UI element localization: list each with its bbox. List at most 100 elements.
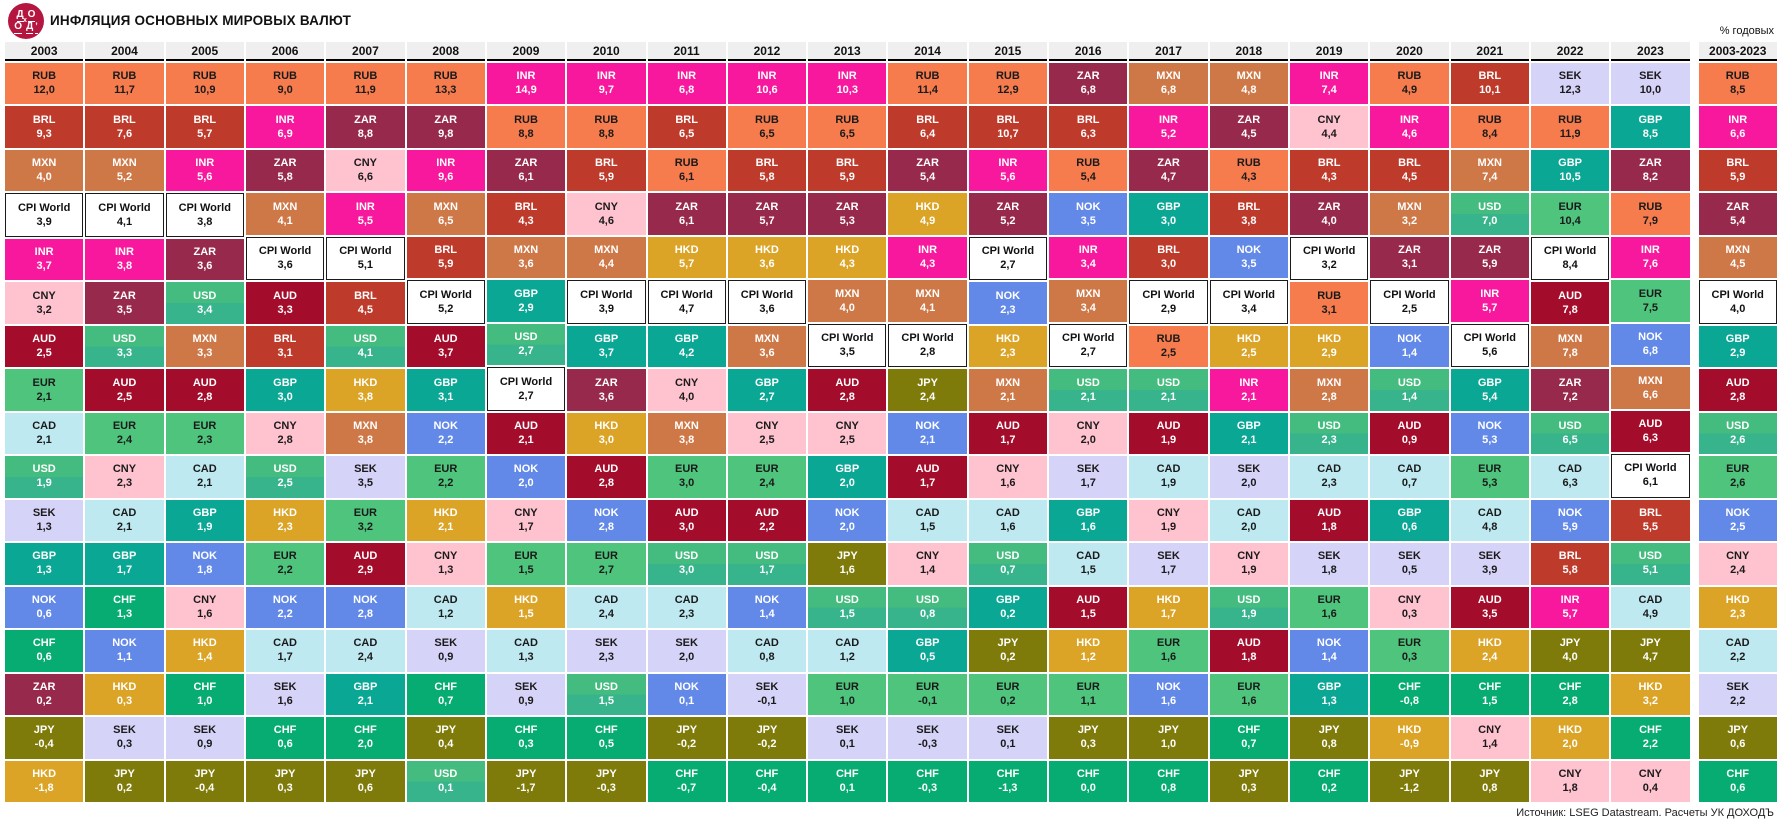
inflation-cell-2006-SEK: SEK 1,6 (245, 673, 325, 716)
currency-code: BRL (595, 157, 618, 170)
inflation-cell-2021-BRL: BRL 10,1 (1450, 63, 1529, 105)
currency-code: RUB (112, 70, 137, 83)
currency-code: JPY (1238, 767, 1260, 780)
currency-code: AUD (1725, 376, 1750, 389)
inflation-cell-2023-MXN: MXN 6,6 (1611, 367, 1690, 409)
inflation-cell-2013-RUB: RUB 6,5 (808, 106, 887, 148)
inflation-value: 5,2 (1000, 214, 1016, 227)
currency-code: AUD (1317, 506, 1342, 519)
currency-code: USD (1478, 200, 1502, 213)
year-cells: MXN 6,8 INR 5,2 ZAR 4,7 GBP 3,0 BRL 3,0 CPI World 2… (1129, 63, 1208, 802)
inflation-value: 2,4 (1730, 564, 1746, 577)
year-column-2014: 2014 RUB 11,4 BRL 6,4 ZAR 5,4 HKD 4,9 INR 4,3 MXN 4,… (888, 42, 967, 802)
inflation-cell-2010-HKD: HKD 3,0 (567, 412, 646, 455)
currency-code: ZAR (595, 376, 618, 389)
currency-code: JPY (435, 724, 457, 737)
currency-code: CNY (353, 157, 378, 170)
inflation-value: 1,6 (1160, 694, 1177, 707)
inflation-cell-2014-HKD: HKD 4,9 (888, 193, 967, 235)
currency-code: HKD (514, 593, 538, 606)
inflation-value: 4,3 (518, 214, 534, 227)
year-column-2021: 2021 BRL 10,1 RUB 8,4 MXN 7,4 USD 7,0 ZAR 5,9 INR 5,… (1450, 42, 1529, 802)
inflation-value: 0,3 (518, 738, 534, 751)
currency-code: GBP (1725, 333, 1750, 346)
year-header-2003-2023: 2003-2023 (1698, 42, 1777, 61)
inflation-value: 4,1 (277, 214, 293, 227)
currency-code: RUB (514, 113, 538, 126)
inflation-value: 3,5 (839, 346, 855, 359)
currency-code: CAD (1076, 550, 1101, 563)
inflation-cell-2015-NOK: NOK 2,3 (968, 282, 1048, 324)
currency-code: CNY (835, 419, 859, 432)
inflation-cell-2022-USD: USD 6,5 (1530, 412, 1610, 455)
inflation-value: 2,8 (1321, 390, 1337, 403)
inflation-cell-2014-GBP: GBP 0,5 (888, 630, 967, 672)
inflation-value: 4,5 (1401, 171, 1418, 184)
inflation-cell-2003-2023-MXN: MXN 4,5 (1698, 236, 1777, 279)
inflation-cell-2023-CPI World: CPI World 6,1 (1611, 454, 1690, 498)
inflation-cell-2020-CNY: CNY 0,3 (1370, 586, 1449, 629)
inflation-value: 1,9 (36, 477, 52, 490)
currency-code: ZAR (273, 157, 297, 170)
inflation-cell-2008-EUR: EUR 2,2 (406, 456, 485, 498)
inflation-value: 2,2 (438, 477, 454, 490)
inflation-cell-2023-EUR: EUR 7,5 (1611, 280, 1690, 322)
currency-code: USD (835, 593, 859, 606)
inflation-value: 1,8 (1321, 564, 1337, 577)
currency-code: CAD (1725, 637, 1750, 650)
currency-code: RUB (1156, 333, 1181, 346)
inflation-cell-2011-CPI World: CPI World 4,7 (647, 280, 726, 324)
currency-code: BRL (1076, 113, 1100, 126)
currency-code: CHF (755, 767, 779, 780)
inflation-value: 5,8 (1562, 564, 1578, 577)
inflation-value: -1,2 (1399, 781, 1419, 794)
inflation-value: 2,1 (438, 520, 454, 533)
inflation-value: 0,1 (839, 738, 855, 751)
inflation-cell-2005-CHF: CHF 1,0 (165, 673, 244, 716)
year-column-2017: 2017 MXN 6,8 INR 5,2 ZAR 4,7 GBP 3,0 BRL 3,0 CPI Wo… (1129, 42, 1208, 802)
currency-code: CNY (1237, 550, 1261, 563)
inflation-value: 1,6 (197, 607, 213, 620)
currency-code: ZAR (1157, 157, 1180, 170)
inflation-cell-2018-BRL: BRL 3,8 (1209, 193, 1288, 235)
inflation-value: 6,3 (1080, 127, 1096, 140)
year-header-2017: 2017 (1129, 42, 1208, 61)
inflation-value: -0,2 (757, 738, 777, 751)
inflation-cell-2004-SEK: SEK 0,3 (85, 717, 164, 759)
currency-code: INR (1640, 244, 1660, 257)
inflation-value: 6,8 (679, 84, 695, 97)
currency-code: SEK (916, 724, 939, 737)
year-header-2019: 2019 (1290, 42, 1369, 61)
inflation-cell-2004-INR: INR 3,8 (85, 238, 164, 281)
currency-code: CAD (1156, 463, 1181, 476)
currency-code: MXN (594, 244, 619, 257)
currency-code: BRL (1558, 550, 1582, 563)
currency-code: USD (273, 463, 297, 476)
inflation-cell-2003-2023-RUB: RUB 8,5 (1698, 63, 1777, 105)
currency-code: NOK (353, 593, 378, 606)
inflation-cell-2015-BRL: BRL 10,7 (968, 106, 1048, 148)
currency-code: EUR (755, 463, 779, 476)
currency-code: SEK (1237, 463, 1261, 476)
inflation-value: 5,9 (1482, 258, 1498, 271)
inflation-cell-2009-INR: INR 14,9 (486, 63, 566, 105)
currency-code: RUB (915, 70, 940, 83)
currency-code: JPY (1158, 724, 1179, 737)
currency-code: EUR (915, 680, 940, 693)
year-column-2018: 2018 MXN 4,8 ZAR 4,5 RUB 4,3 BRL 3,8 NOK 3,5 CPI Wo… (1209, 42, 1288, 802)
inflation-value: 1,7 (116, 564, 133, 577)
currency-code: BRL (675, 113, 698, 126)
inflation-value: 2,3 (116, 477, 133, 490)
currency-code: CNY (193, 593, 217, 606)
inflation-value: 2,7 (598, 564, 614, 577)
inflation-cell-2020-CAD: CAD 0,7 (1370, 456, 1449, 498)
inflation-cell-2015-RUB: RUB 12,9 (968, 63, 1048, 105)
inflation-cell-2003-JPY: JPY -0,4 (5, 717, 84, 759)
inflation-cell-2023-GBP: GBP 8,5 (1611, 106, 1690, 148)
currency-code: CHF (1639, 724, 1662, 737)
currency-code: NOK (1725, 506, 1750, 519)
inflation-cell-2012-GBP: GBP 2,7 (727, 369, 807, 411)
currency-code: RUB (1477, 113, 1502, 126)
inflation-cell-2021-JPY: JPY 0,8 (1450, 760, 1529, 802)
currency-code: MXN (192, 333, 217, 346)
